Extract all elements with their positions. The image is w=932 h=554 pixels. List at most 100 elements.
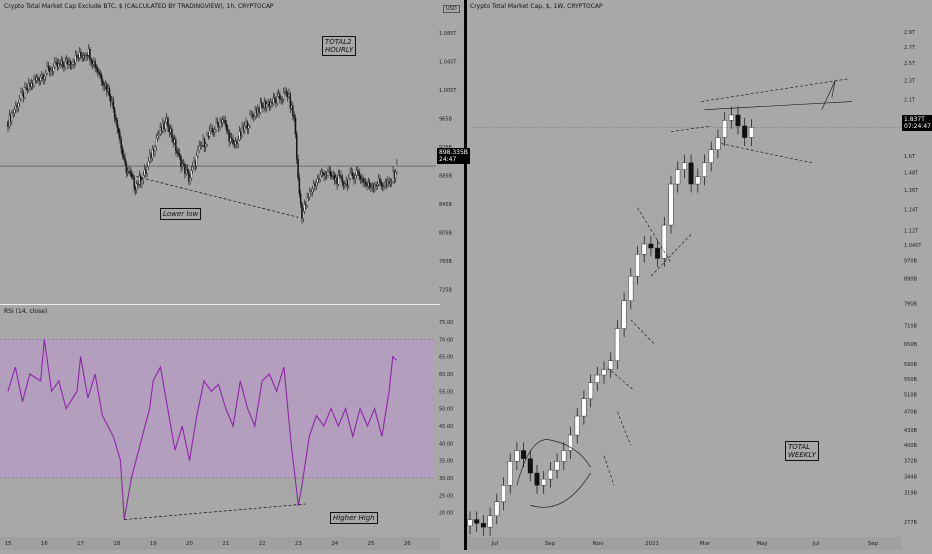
hourly-candle-body bbox=[210, 128, 212, 131]
hourly-candle-body bbox=[186, 169, 189, 172]
hourly-candle-body bbox=[275, 99, 277, 104]
hourly-candle-body bbox=[142, 175, 145, 181]
hourly-candle-body bbox=[258, 108, 260, 113]
weekly-candle-body bbox=[521, 450, 527, 459]
trendline bbox=[617, 411, 632, 446]
hourly-candle-body bbox=[266, 103, 268, 108]
right-price-tick: 710B bbox=[904, 324, 918, 330]
hourly-candle-body bbox=[136, 183, 138, 191]
hourly-candle-body bbox=[253, 115, 255, 117]
hourly-candle-body bbox=[97, 68, 99, 72]
hourly-candle-body bbox=[181, 163, 184, 168]
hourly-candle-body bbox=[324, 174, 327, 176]
trendline bbox=[630, 319, 655, 345]
hourly-candle-body bbox=[323, 173, 325, 176]
rsi-tick: 70.00 bbox=[439, 337, 453, 343]
right-price-tick: 790B bbox=[904, 301, 918, 307]
hourly-candle-body bbox=[349, 173, 351, 179]
annotation-total2-hourly[interactable]: TOTAL2 HOURLY bbox=[322, 36, 357, 56]
rsi-band bbox=[0, 339, 433, 478]
hourly-candle-body bbox=[121, 148, 124, 156]
hourly-candle-body bbox=[338, 175, 341, 177]
hourly-candle-body bbox=[203, 139, 206, 147]
rsi-tick: 40.00 bbox=[439, 441, 453, 447]
hourly-candle-body bbox=[37, 77, 39, 80]
right-price-tick: 970B bbox=[904, 259, 918, 265]
currency-button[interactable]: USD bbox=[443, 5, 460, 13]
right-price-tick: 650B bbox=[904, 342, 918, 348]
right-time-tick: Jul bbox=[812, 541, 820, 547]
hourly-candle-body bbox=[64, 61, 66, 68]
hourly-candle-body bbox=[286, 93, 289, 97]
breakout-arrow-head bbox=[831, 80, 836, 98]
hourly-candle-body bbox=[245, 122, 247, 126]
hourly-candle-body bbox=[129, 171, 132, 174]
hourly-candle-body bbox=[177, 153, 180, 155]
left-price-tick: 725B bbox=[439, 287, 453, 293]
rsi-title: RSI (14, close) bbox=[4, 308, 48, 315]
hourly-candle-body bbox=[383, 185, 385, 187]
left-time-tick: 26 bbox=[404, 541, 411, 547]
hourly-candle-body bbox=[68, 61, 70, 65]
hourly-candle-body bbox=[237, 139, 239, 144]
hourly-candle-body bbox=[336, 177, 338, 185]
annotation-total-weekly[interactable]: TOTAL WEEKLY bbox=[785, 441, 819, 461]
hourly-candle-body bbox=[207, 135, 210, 137]
weekly-candle-body bbox=[641, 243, 647, 255]
right-time-tick: May bbox=[756, 541, 768, 547]
annotation-higher-high[interactable]: Higher High bbox=[330, 512, 378, 524]
hourly-candle-body bbox=[361, 178, 363, 180]
resistance-line bbox=[704, 101, 852, 110]
hourly-candle-body bbox=[137, 183, 139, 185]
hourly-candle-body bbox=[348, 178, 350, 186]
weekly-candle-body bbox=[628, 275, 634, 301]
weekly-candle-body bbox=[568, 434, 574, 451]
hourly-candle-body bbox=[299, 193, 302, 204]
hourly-candle-body bbox=[325, 174, 328, 176]
left-time-tick: 25 bbox=[368, 541, 375, 547]
hourly-candle-body bbox=[70, 64, 73, 66]
hourly-candle-body bbox=[305, 204, 307, 206]
hourly-candle-body bbox=[116, 120, 119, 129]
hourly-candle-body bbox=[110, 96, 112, 103]
hourly-candle-body bbox=[294, 118, 297, 135]
hourly-candle-body bbox=[94, 61, 96, 68]
hourly-candle-body bbox=[199, 145, 202, 147]
hourly-candle-body bbox=[154, 146, 156, 152]
hourly-candle-body bbox=[204, 143, 207, 147]
cup-arc-top bbox=[516, 439, 591, 486]
hourly-candle-body bbox=[228, 131, 230, 142]
left-time-tick: 18 bbox=[113, 541, 120, 547]
left-time-axis bbox=[0, 537, 440, 550]
hourly-candle-body bbox=[273, 97, 276, 100]
right-last-price-label: 1.837T 07:24:47 bbox=[902, 115, 932, 131]
hourly-candle-body bbox=[236, 141, 238, 144]
hourly-candle-body bbox=[393, 171, 396, 179]
left-time-tick: 22 bbox=[259, 541, 266, 547]
hourly-candle-body bbox=[283, 92, 285, 100]
trendline bbox=[607, 367, 635, 391]
hourly-candle-body bbox=[38, 78, 40, 81]
hourly-candle-body bbox=[133, 177, 135, 188]
chart-divider bbox=[464, 0, 467, 550]
hourly-candle-body bbox=[280, 98, 282, 101]
hourly-candle-body bbox=[139, 175, 142, 183]
hourly-candle-body bbox=[151, 149, 154, 158]
right-price-tick: 2.5T bbox=[904, 61, 916, 67]
hourly-candle-body bbox=[108, 88, 111, 97]
right-time-tick: 2021 bbox=[645, 541, 659, 547]
hourly-candle-body bbox=[78, 52, 81, 59]
weekly-candle-body bbox=[561, 450, 567, 462]
hourly-candle-body bbox=[377, 178, 380, 185]
hourly-candle-body bbox=[306, 197, 308, 206]
hourly-candle-body bbox=[355, 170, 358, 176]
hourly-candle-body bbox=[202, 139, 204, 146]
hourly-candle-body bbox=[89, 48, 91, 60]
rsi-line bbox=[7, 339, 397, 520]
annotation-lower-low[interactable]: Lower low bbox=[160, 208, 202, 220]
left-time-tick: 16 bbox=[41, 541, 48, 547]
left-time-tick: 23 bbox=[295, 541, 302, 547]
trendline bbox=[603, 455, 615, 486]
hourly-candle-body bbox=[119, 132, 121, 140]
hourly-candle-body bbox=[81, 55, 83, 58]
